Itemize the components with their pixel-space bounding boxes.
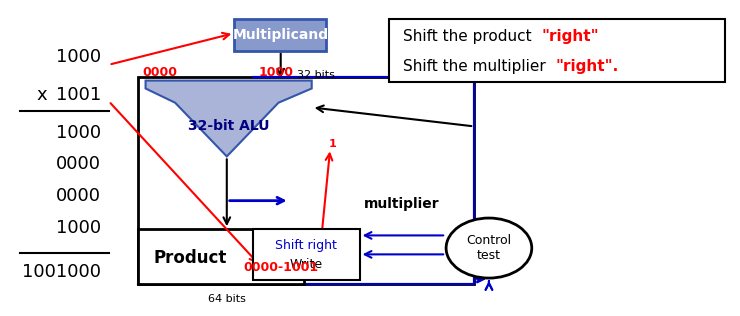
Text: Shift the product: Shift the product — [403, 29, 541, 44]
FancyBboxPatch shape — [138, 229, 304, 284]
Text: 1001000: 1001000 — [22, 263, 101, 281]
Text: 64 bits: 64 bits — [208, 294, 246, 304]
Text: "right".: "right". — [556, 59, 619, 74]
Text: x: x — [37, 86, 47, 104]
Text: 0000: 0000 — [56, 155, 101, 173]
Text: 1000: 1000 — [56, 48, 101, 66]
Text: Control
test: Control test — [466, 234, 511, 262]
Text: Shift right: Shift right — [275, 239, 337, 252]
Ellipse shape — [446, 218, 532, 278]
FancyBboxPatch shape — [389, 19, 725, 82]
Text: 32 bits: 32 bits — [297, 70, 334, 80]
Polygon shape — [146, 81, 312, 156]
Text: 1000: 1000 — [259, 66, 294, 79]
Text: 1001: 1001 — [56, 86, 101, 104]
Text: Multiplicand: Multiplicand — [232, 28, 329, 42]
Text: 0000: 0000 — [143, 66, 178, 79]
Text: 1: 1 — [329, 139, 336, 149]
Text: Shift the multiplier: Shift the multiplier — [403, 59, 550, 74]
Text: 32-bit ALU: 32-bit ALU — [187, 119, 269, 133]
Text: Product: Product — [153, 249, 226, 266]
Text: "right": "right" — [542, 29, 599, 44]
Text: 1000: 1000 — [56, 124, 101, 142]
FancyBboxPatch shape — [252, 229, 360, 280]
Text: Write: Write — [289, 258, 323, 271]
FancyBboxPatch shape — [234, 19, 326, 51]
Text: multiplier: multiplier — [363, 197, 439, 211]
Text: 0000-1001: 0000-1001 — [243, 260, 318, 274]
Text: 1000: 1000 — [56, 219, 101, 236]
Text: 0000: 0000 — [56, 187, 101, 205]
